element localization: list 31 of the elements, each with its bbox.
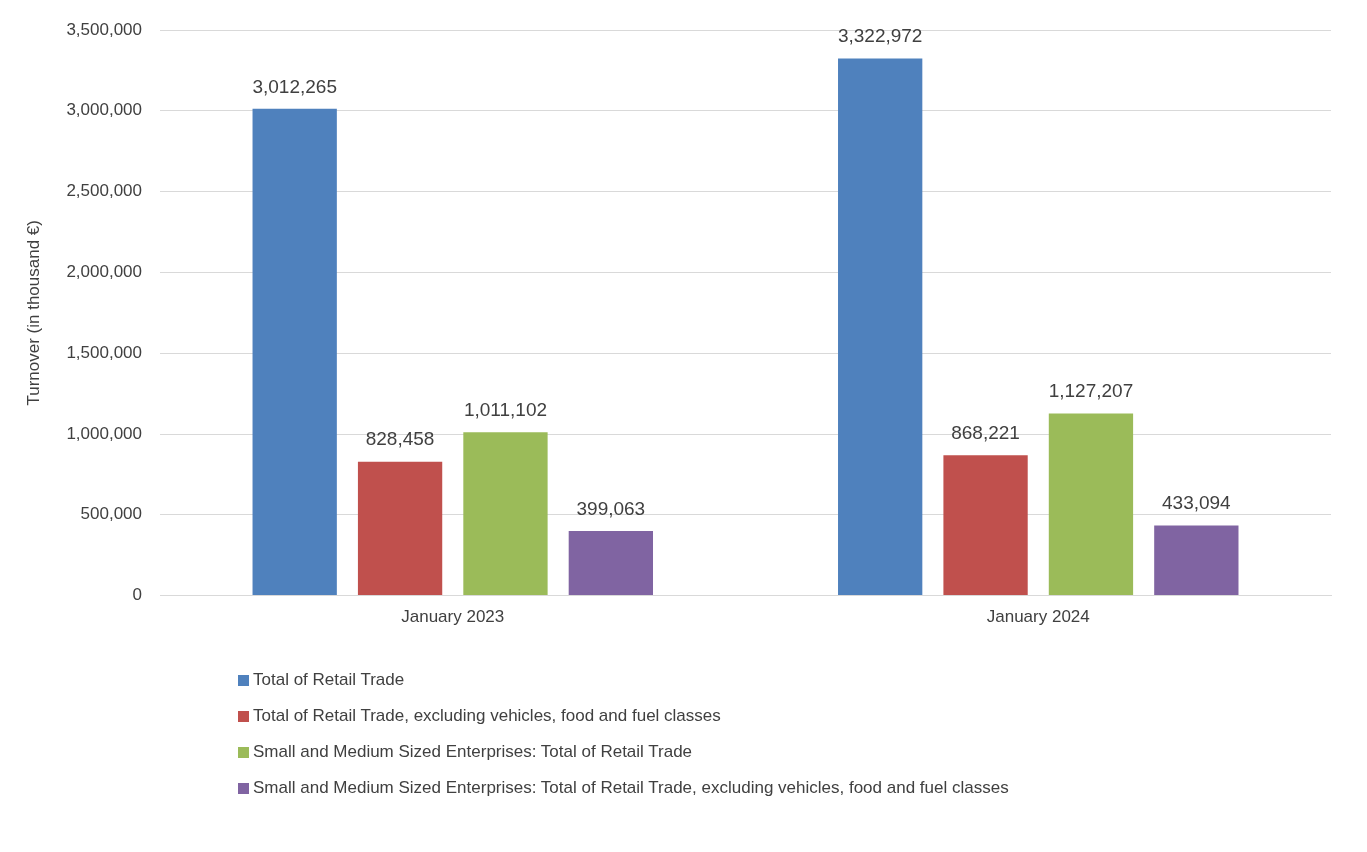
data-label: 433,094 [1161,492,1232,514]
bar [943,455,1028,596]
bar [463,432,548,596]
data-label: 3,012,265 [252,75,337,97]
y-tick-label: 500,000 [80,504,143,524]
data-label: 1,127,207 [1048,380,1134,402]
data-label: 399,063 [576,497,646,519]
y-tick-label: 0 [132,585,143,605]
data-label: 3,322,972 [837,25,923,47]
legend-label: Total of Retail Trade, excluding vehicles, food and fuel classes [253,706,721,726]
y-tick-label: 3,000,000 [66,100,143,120]
data-label: 868,221 [951,422,1020,444]
y-tick-label: 2,000,000 [66,262,143,282]
x-tick-label: January 2024 [986,607,1090,627]
legend-label: Small and Medium Sized Enterprises: Total of Retail Trade [253,742,693,762]
bar [252,108,337,596]
bar [1048,413,1134,596]
bar [568,531,654,596]
data-label: 1,011,102 [463,398,548,420]
bar [1154,525,1239,596]
y-tick-label: 3,500,000 [66,19,143,39]
legend-label: Small and Medium Sized Enterprises: Total of Retail Trade, excluding vehicles, food and fuel classes [253,778,1009,798]
x-tick-label: January 2023 [401,607,505,627]
y-tick-label: 1,500,000 [66,342,143,362]
bar [838,58,923,596]
bar [357,461,443,596]
data-label: 828,458 [365,428,435,450]
y-axis-title: Turnover (in thousand €) [23,220,43,406]
y-tick-label: 2,500,000 [66,181,143,201]
y-tick-label: 1,000,000 [66,423,143,443]
legend-label: Total of Retail Trade [253,670,405,690]
